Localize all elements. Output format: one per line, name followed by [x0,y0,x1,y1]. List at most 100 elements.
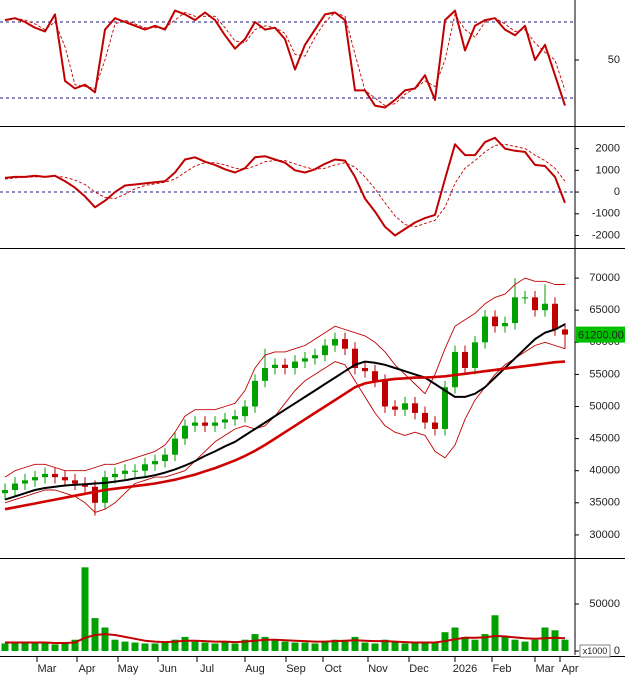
volume-bar [1,643,9,651]
x-tick-label: Feb [493,663,512,675]
candle-body [62,477,68,481]
candle-body [42,473,48,478]
volume-bar [41,642,49,651]
volume-bar [171,639,179,651]
candle-body [512,297,518,324]
volume-bar [111,639,119,651]
candle-body [412,403,418,413]
volume-bar [191,641,199,651]
candle-body [172,438,178,455]
volume-bar [261,636,269,651]
volume-bar [61,643,69,651]
candle-body [12,483,18,490]
volume-bar [271,639,279,651]
series-line [4,341,566,513]
series-line [4,136,566,237]
last-price-label: 61200.00 [578,329,624,341]
candle-body [382,380,388,407]
volume-bar [161,642,169,651]
candle-body [402,403,408,410]
x-tick-label: Apr [78,663,95,675]
candle-body [542,303,548,311]
volume-bar [291,642,299,651]
volume-bar [351,636,359,651]
volume-bar [101,627,109,651]
series-line [4,323,566,501]
volume-bar [401,643,409,651]
y-tick-label: 70000 [589,272,620,284]
candle-body [532,297,538,311]
candle-body [212,422,218,426]
series-line [4,143,566,228]
series-line [4,360,566,511]
x-tick-label: Apr [561,663,578,675]
volume-bar [501,636,509,651]
candle-body [192,422,198,426]
candle-body [252,380,258,407]
candle-body [182,425,188,439]
series-line [5,633,566,644]
y-tick-label: 0 [614,186,620,198]
volume-bar [71,639,79,651]
x-tick-label: May [118,663,139,675]
y-tick-label: 35000 [589,497,620,509]
y-tick-label: 65000 [589,304,620,316]
candle-body [152,461,158,465]
volume-bar [151,643,159,651]
volume-bar [51,644,59,651]
x-tick-label: Dec [409,663,429,675]
volume-bar [281,641,289,651]
last-price-box [576,326,625,343]
y-tick-label: -2000 [592,229,620,241]
volume-bar [381,639,389,651]
candle-body [352,348,358,368]
candle-body [22,480,28,484]
series-line [4,12,566,107]
volume-bar [31,643,39,651]
volume-bar [121,641,129,651]
volume-bar [431,642,439,651]
candle-body [32,477,38,481]
y-tick-label: 40000 [589,465,620,477]
volume-bar [391,641,399,651]
candle-body [122,470,128,474]
x-tick-label: 2026 [453,663,477,675]
volume-bar [331,639,339,651]
y-tick-label: 2000 [596,143,620,155]
candle-body [72,480,78,484]
unit-box [579,644,611,658]
candle-body [522,297,528,299]
y-tick-label: 0 [614,645,620,657]
y-tick-label: 1000 [596,164,620,176]
candle-body [372,371,378,381]
volume-bar [491,615,499,651]
candle-body [362,367,368,372]
x-tick-label: Jul [200,663,214,675]
candle-body [242,406,248,417]
volume-bar [231,643,239,651]
candle-body [92,486,98,503]
volume-bar [11,642,19,651]
x-tick-label: Oct [324,663,341,675]
y-tick-label: -1000 [592,208,620,220]
candle-body [452,351,458,388]
y-tick-label: 30000 [589,529,620,541]
volume-bar [511,639,519,651]
candle-body [2,489,8,494]
candle-body [232,416,238,420]
candle-body [202,422,208,426]
volume-bar [361,642,369,651]
candle-body [302,358,308,362]
candle-body [442,387,448,429]
candle-body [162,454,168,462]
candle-body [392,406,398,410]
candle-body [292,361,298,368]
candle-body [552,303,558,330]
candle-body [472,342,478,368]
volume-bar [311,643,319,651]
volume-bar [321,641,329,651]
volume-bar [551,630,559,651]
x-tick-label: Sep [286,663,306,675]
y-tick-label: 50000 [589,598,620,610]
